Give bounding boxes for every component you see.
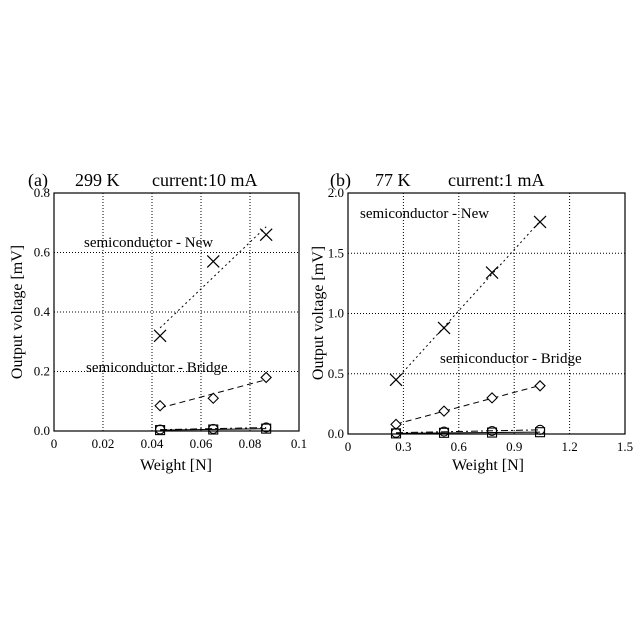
panel-b-ytick-label: 2.0 [328,185,344,200]
panel-b-xtick-label: 0 [345,439,352,454]
panel-a-xtick-label: 0 [51,436,58,451]
panel-a-ytick-label: 0.4 [34,304,51,319]
panel-b-ytick-label: 0.0 [328,426,344,441]
panel-b-point-diamond [487,393,497,403]
panel-a-point-x [260,229,272,241]
plots: 00.020.040.060.080.10.00.20.40.60.800.30… [34,185,633,454]
panel-a-annotation-new: semiconductor - New [84,235,213,251]
panel-b-ylabel: Output voltage [mV] [310,246,327,380]
panel-a-point-diamond [155,401,165,411]
panel-a-plot: 0 0.02 0.04 0.06 0.08 0.1 0.0 0.2 0.4 0.6 0.8 [34,185,307,451]
panel-a-point-x [154,330,166,342]
panel-b-temperature: 77 K [375,170,411,190]
panel-a-xtick-label: 0.04 [141,436,164,451]
panel-b-point-diamond [535,381,545,391]
panel-a-current: current:10 mA [152,170,257,190]
panel-a-ytick-label: 0.2 [34,364,50,379]
panel-a-xtick-label: 0.1 [291,436,307,451]
panel-b-xtick-label: 0.3 [395,439,411,454]
panel-b-point-x [390,374,402,386]
panel-a-ytick-label: 0.0 [34,423,50,438]
panel-b-plot: 0 0.3 0.6 0.9 1.2 1.5 0.0 0.5 1.0 1.5 2.0 [328,185,633,454]
panel-a-xtick-label: 0.08 [239,436,262,451]
panel-b-ytick-label: 0.5 [328,366,344,381]
panel-a-point-diamond [261,372,271,382]
panel-b-xlabel: Weight [N] [452,457,524,474]
panel-b-point-x [486,267,498,279]
panel-a-ytick-label: 0.8 [34,185,50,200]
panel-b-fit-line-diamond [396,385,540,424]
panel-a-xlabel: Weight [N] [140,457,212,474]
panel-b-xtick-label: 0.9 [506,439,522,454]
panel-a-xtick-label: 0.06 [190,436,213,451]
panel-b-ytick-label: 1.5 [328,245,344,260]
panel-a-annotation-bridge: semiconductor - Bridge [86,360,228,376]
panel-a-xtick-label: 0.02 [92,436,115,451]
panel-b-xtick-label: 1.2 [561,439,577,454]
panel-b-point-x [534,216,546,228]
panel-b-xtick-label: 0.6 [451,439,468,454]
panel-b-point-diamond [439,406,449,416]
panel-b-point-x [438,322,450,334]
panel-b-annotation-bridge: semiconductor - Bridge [440,351,582,367]
panel-b-ytick-label: 1.0 [328,306,344,321]
panel-a-point-x [207,255,219,267]
panel-b-annotation-new: semiconductor - New [360,206,489,222]
panel-a-ylabel: Output voltage [mV] [9,245,26,379]
panel-b-xtick-label: 1.5 [617,439,633,454]
panel-b-current: current:1 mA [448,170,544,190]
panel-a-ytick-label: 0.6 [34,245,51,260]
panel-a-temperature: 299 K [75,170,120,190]
